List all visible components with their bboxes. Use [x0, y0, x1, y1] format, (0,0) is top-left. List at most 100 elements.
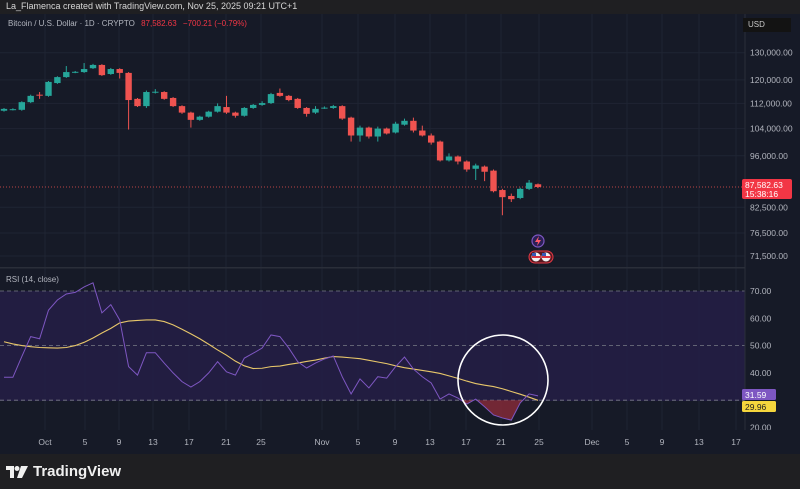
- candle-body: [161, 92, 168, 99]
- rsi-line: [4, 282, 539, 421]
- price-tick-label: 71,500.00: [750, 251, 788, 261]
- candle-body: [205, 111, 212, 117]
- candle-body: [410, 120, 417, 131]
- candle-body: [9, 109, 17, 111]
- candle: [0, 107, 8, 112]
- rsi-ma-badge: 29.96: [742, 401, 776, 412]
- candle-body: [241, 107, 248, 116]
- candle-body: [250, 104, 257, 108]
- last-price-label: 87,582.63: [745, 180, 783, 190]
- rsi-tick-label: 20.00: [750, 423, 772, 433]
- candle: [383, 127, 390, 135]
- date-tick-label: 13: [694, 437, 704, 447]
- candle-body: [80, 69, 88, 73]
- candle: [187, 111, 195, 128]
- candle-body: [374, 128, 381, 137]
- candle: [161, 91, 168, 100]
- candle: [98, 64, 106, 76]
- date-tick-label: 9: [393, 437, 398, 447]
- candle-body: [365, 127, 373, 137]
- candle-body: [525, 182, 533, 189]
- date-tick-label: 17: [461, 437, 471, 447]
- candle: [143, 90, 150, 108]
- date-axis[interactable]: [0, 430, 800, 454]
- tradingview-logo: TradingView: [6, 463, 121, 480]
- credit-text: La_Flamenca created with TradingView.com…: [6, 1, 298, 11]
- candle: [312, 106, 319, 114]
- candle-body: [98, 64, 106, 76]
- candle: [9, 108, 17, 111]
- rsi-tick-label: 60.00: [750, 313, 772, 323]
- candle-body: [499, 190, 506, 198]
- candle: [472, 163, 479, 181]
- countdown-label: 15:38:16: [745, 189, 778, 199]
- currency-button[interactable]: USD: [743, 18, 791, 32]
- price-tick-label: 120,000.00: [750, 75, 793, 85]
- candle-body: [356, 127, 364, 136]
- rsi-bands: [0, 290, 745, 401]
- candle-body: [436, 141, 444, 161]
- candle: [401, 118, 408, 126]
- candle-body: [383, 128, 390, 134]
- candle-body: [303, 107, 310, 114]
- candle: [419, 125, 426, 137]
- date-tick-label: 21: [221, 437, 231, 447]
- candle-body: [517, 188, 524, 198]
- candle-body: [54, 77, 61, 84]
- candle-body: [232, 112, 239, 116]
- candle-body: [107, 69, 114, 75]
- rsi-tick-label: 40.00: [750, 368, 772, 378]
- price-axis[interactable]: [745, 14, 800, 430]
- candle: [89, 63, 97, 70]
- chart-canvas[interactable]: 130,000.00 120,000.00 112,000.00 104,000.00…: [0, 14, 800, 454]
- annotation-circle[interactable]: [457, 334, 549, 426]
- candle: [196, 115, 203, 121]
- candle: [134, 97, 141, 108]
- candle-body: [276, 92, 284, 96]
- us-flag-event-icon[interactable]: [528, 250, 554, 264]
- candle: [499, 188, 506, 216]
- candle: [410, 117, 417, 133]
- candle: [276, 88, 284, 97]
- candle: [481, 165, 488, 182]
- price-tick-label: 76,500.00: [750, 228, 788, 238]
- candle: [169, 97, 177, 108]
- date-tick-label: 17: [184, 437, 194, 447]
- symbol-price: 87,582.63: [141, 19, 177, 28]
- date-tick-label: Dec: [584, 437, 600, 447]
- candle-body: [223, 107, 230, 113]
- date-tick-label: 13: [425, 437, 435, 447]
- candle-body: [116, 69, 123, 73]
- candle: [321, 106, 328, 109]
- date-tick-label: 17: [731, 437, 741, 447]
- candle-body: [472, 165, 479, 169]
- candle-body: [45, 81, 52, 96]
- candle: [45, 81, 52, 97]
- candle: [330, 104, 337, 109]
- date-tick-label: 9: [660, 437, 665, 447]
- candle-body: [401, 120, 408, 125]
- candle: [339, 105, 346, 120]
- rsi-tick-label: 70.00: [750, 286, 772, 296]
- candle-body: [214, 106, 221, 112]
- candle-body: [125, 72, 132, 101]
- candle: [205, 110, 212, 118]
- candle: [436, 140, 444, 162]
- candle-body: [196, 116, 203, 120]
- candle-body: [187, 112, 195, 120]
- price-tick-label: 82,500.00: [750, 202, 788, 212]
- candle: [54, 76, 61, 84]
- rsi-title[interactable]: RSI (14, close): [6, 275, 59, 284]
- date-tick-labels: Oct 5 9 13 17 21 25 Nov 5 9 13 17 21 25 Dec 5 9 13 17: [38, 437, 741, 447]
- candle-body: [321, 107, 328, 109]
- rsi-value-badge: 31.59: [742, 389, 776, 400]
- oversold-fill: [4, 400, 538, 421]
- candle-body: [392, 123, 399, 133]
- lightning-event-icon[interactable]: [531, 234, 545, 248]
- tradingview-wordmark: TradingView: [33, 463, 122, 480]
- symbol-legend[interactable]: Bitcoin / U.S. Dollar · 1D · CRYPTO 87,5…: [8, 19, 247, 28]
- candle-body: [481, 166, 488, 172]
- date-tick-label: Nov: [314, 437, 330, 447]
- candle: [392, 121, 399, 134]
- pane-separator[interactable]: [0, 267, 745, 269]
